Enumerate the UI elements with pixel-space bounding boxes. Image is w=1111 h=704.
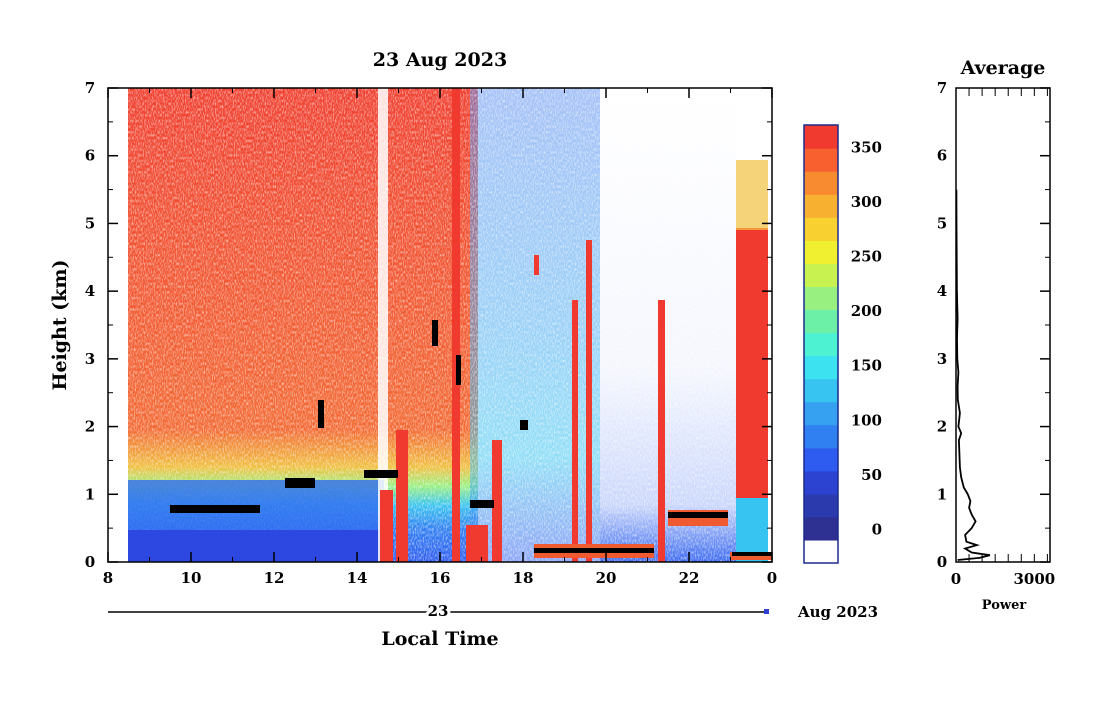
x-tick-label: 16 [430, 569, 451, 587]
profile-y-tick-label: 2 [937, 418, 947, 436]
cloud-base-marker [170, 505, 260, 513]
x-tick-label: 22 [679, 569, 700, 587]
colorbar-swatch [804, 332, 838, 357]
profile-x-tick-label: 0 [951, 570, 961, 588]
heatmap-cloud-column [452, 88, 460, 562]
colorbar-swatch [804, 493, 838, 518]
colorbar-swatch [804, 240, 838, 264]
profile-chart-title: Average [960, 57, 1046, 79]
colorbar-swatch [804, 424, 838, 449]
cloud-base-marker [732, 552, 772, 556]
x-axis-label: Local Time [381, 628, 498, 650]
colorbar-tick-label: 150 [851, 357, 882, 375]
profile-x-tick-label: 3000 [1013, 570, 1055, 588]
colorbar-swatch [804, 286, 838, 311]
profile-axes: 0 1 2 3 4 5 6 7 0 3000 [937, 79, 1055, 588]
y-axis-label: Height (km) [49, 260, 71, 391]
colorbar-frame [803, 124, 839, 564]
y-tick-label: 5 [85, 214, 95, 232]
colorbar-tick-label: 200 [851, 302, 882, 320]
colorbar-swatch [804, 217, 838, 241]
heatmap-cloud-column [396, 430, 408, 562]
profile-y-tick-label: 4 [937, 282, 947, 300]
profile-y-tick-label: 7 [937, 79, 947, 97]
x-tick-label: 8 [103, 569, 113, 587]
heatmap-cloud-column [466, 525, 488, 562]
colorbar-swatch [804, 125, 838, 149]
profile-plot-frame [955, 87, 1051, 563]
y-tick-label: 0 [85, 553, 95, 571]
cloud-base-marker [520, 420, 528, 430]
colorbar-tick-label: 0 [872, 520, 882, 538]
colorbar-swatch [804, 470, 838, 495]
colorbar-swatch [804, 309, 838, 334]
x-tick-label: 14 [347, 569, 368, 587]
x-tick-label: 20 [596, 569, 617, 587]
colorbar-swatch [804, 263, 838, 287]
heatmap-cloud-column [586, 240, 592, 562]
colorbar-tick-label: 300 [851, 193, 882, 211]
cloud-base-marker [318, 400, 324, 428]
heatmap-cloud-column [736, 228, 768, 500]
colorbar-swatch [804, 355, 838, 380]
heatmap-cloud-column [380, 490, 393, 562]
colorbar-tick-label: 350 [851, 138, 882, 156]
colorbar-tick-label: 50 [861, 466, 882, 484]
heatmap-cloud-column [658, 300, 665, 562]
date-axis-end-marker [764, 609, 769, 614]
profile-x-axis-label: Power [982, 598, 1027, 613]
heatmap-data-gap [378, 88, 388, 562]
heatmap-aerosol-layer [736, 160, 768, 230]
cloud-base-marker [364, 470, 398, 478]
x-tick-label: 0 [767, 569, 777, 587]
heatmap-surface-layer [128, 530, 384, 562]
backscatter-heatmap [108, 88, 772, 562]
cloud-base-marker [285, 478, 315, 488]
cloud-base-marker [432, 320, 438, 346]
date-axis-month-label: Aug 2023 [797, 603, 878, 621]
x-tick-label: 18 [513, 569, 534, 587]
colorbar-swatch [804, 148, 838, 172]
profile-y-tick-label: 1 [937, 485, 947, 503]
profile-y-tick-label: 5 [937, 214, 947, 232]
y-tick-label: 4 [85, 282, 95, 300]
colorbar-swatch [804, 447, 838, 472]
colorbar-swatch [804, 194, 838, 218]
colorbar: 0 50 100 150 200 250 300 350 [803, 124, 882, 564]
average-power-profile-line [955, 189, 991, 561]
colorbar-swatch [804, 378, 838, 403]
colorbar-swatch [804, 539, 838, 564]
cloud-base-marker [668, 512, 728, 518]
heatmap-cloud-column [572, 300, 578, 562]
heatmap-cloud-column [534, 255, 539, 275]
date-axis-day-label: 23 [428, 602, 449, 620]
heatmap-boundary-layer [736, 498, 768, 562]
y-tick-label: 2 [85, 418, 95, 436]
y-tick-label: 6 [85, 147, 95, 165]
x-tick-label: 12 [264, 569, 285, 587]
profile-y-tick-label: 6 [937, 147, 947, 165]
y-tick-label: 1 [85, 485, 95, 503]
colorbar-swatch [804, 401, 838, 426]
y-tick-label: 3 [85, 350, 95, 368]
cloud-base-markers [170, 320, 772, 556]
cloud-base-marker [534, 548, 654, 553]
profile-y-tick-label: 0 [937, 553, 947, 571]
cloud-base-marker [456, 355, 461, 385]
heatmap-cloud-column [492, 440, 502, 562]
x-tick-label: 10 [181, 569, 202, 587]
colorbar-tick-label: 100 [851, 411, 882, 429]
colorbar-swatch [804, 171, 838, 195]
main-chart-title: 23 Aug 2023 [373, 49, 507, 71]
cloud-base-marker [470, 500, 494, 508]
colorbar-tick-label: 250 [851, 247, 882, 265]
profile-y-tick-label: 3 [937, 350, 947, 368]
colorbar-swatch [804, 516, 838, 541]
y-tick-label: 7 [85, 79, 95, 97]
